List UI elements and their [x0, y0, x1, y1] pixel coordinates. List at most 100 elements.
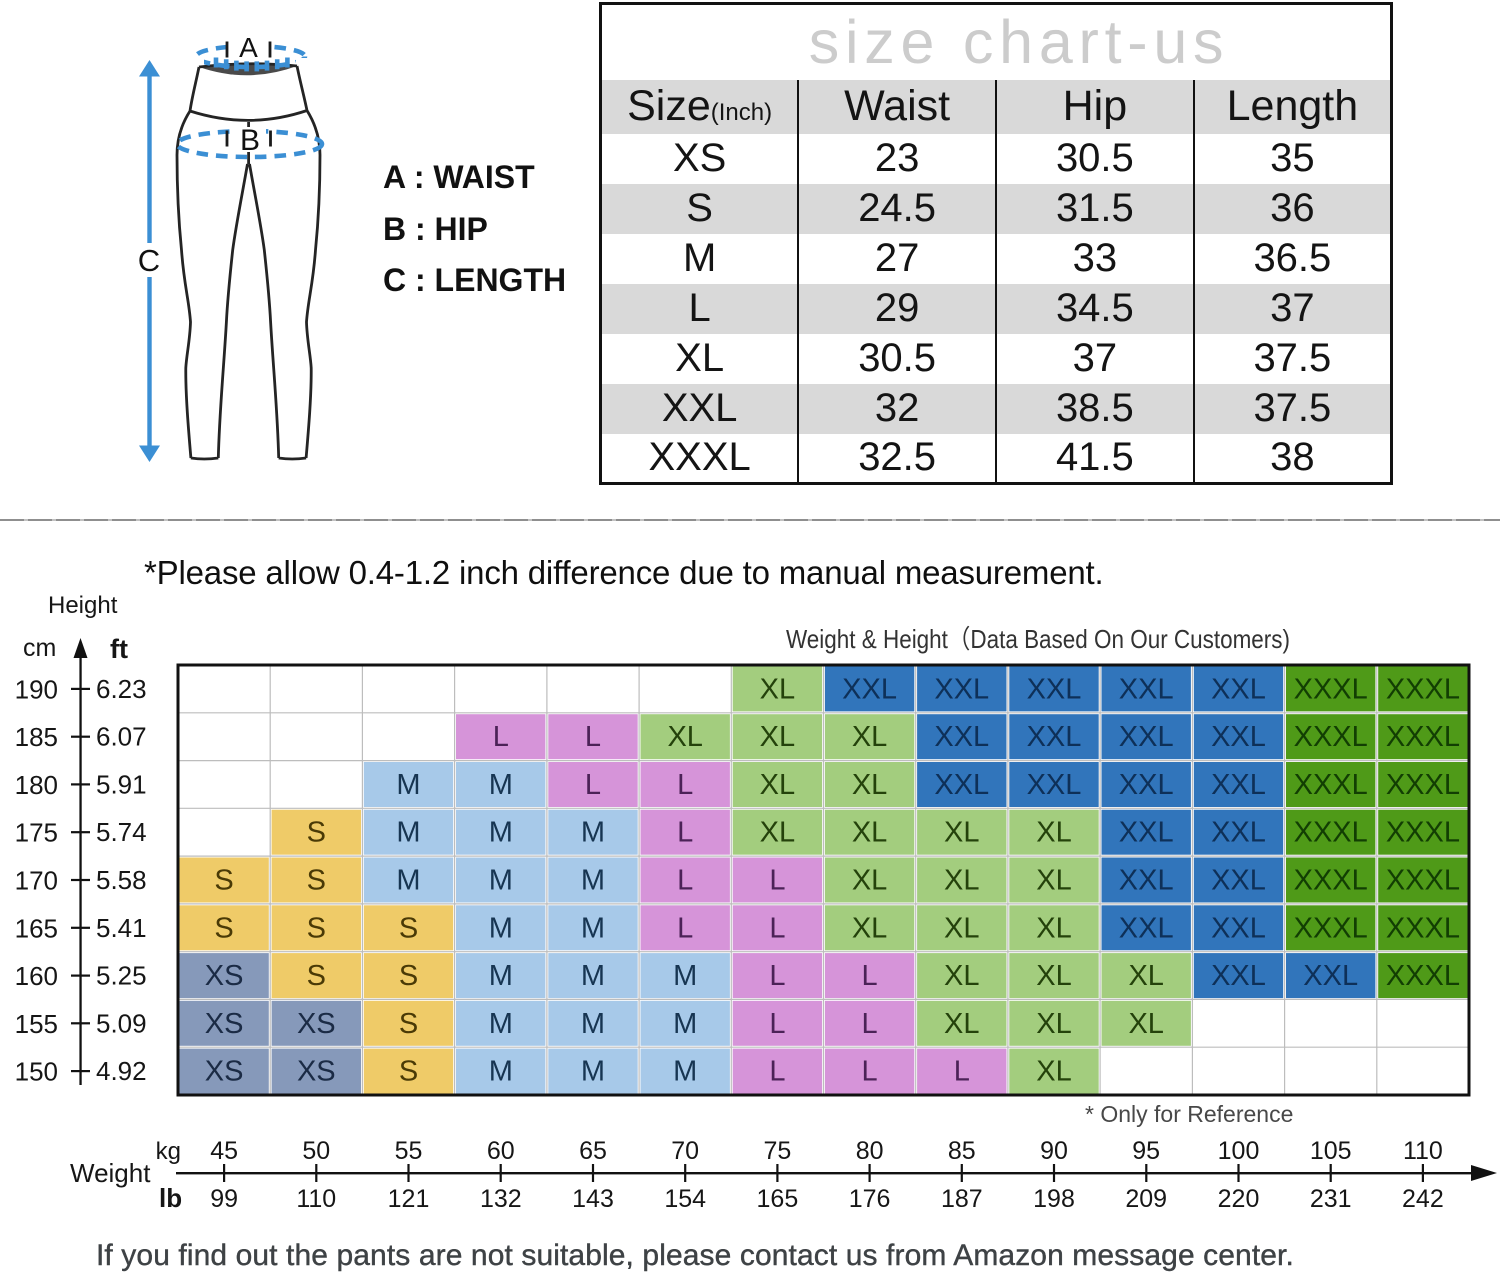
svg-text:L: L: [862, 1008, 878, 1040]
svg-text:5.25: 5.25: [96, 961, 147, 991]
svg-text:70: 70: [671, 1137, 699, 1165]
svg-text:231: 231: [1310, 1185, 1352, 1213]
svg-text:M: M: [581, 817, 605, 849]
svg-text:S: S: [399, 1056, 418, 1088]
svg-text:XS: XS: [297, 1008, 336, 1040]
svg-text:XL: XL: [760, 721, 795, 753]
svg-text:XL: XL: [667, 721, 702, 753]
svg-text:XXL: XXL: [1211, 721, 1266, 753]
svg-text:80: 80: [856, 1137, 884, 1165]
svg-text:C: C: [138, 243, 160, 278]
svg-text:XXL: XXL: [1211, 912, 1266, 944]
svg-text:220: 220: [1218, 1185, 1260, 1213]
svg-text:85: 85: [948, 1137, 976, 1165]
svg-text:175: 175: [15, 818, 58, 848]
svg-text:S: S: [214, 912, 233, 944]
svg-text:XL: XL: [1128, 960, 1163, 992]
svg-text:XL: XL: [852, 769, 887, 801]
svg-text:5.41: 5.41: [96, 913, 147, 943]
svg-text:XXL: XXL: [1119, 865, 1174, 897]
svg-text:M: M: [489, 912, 513, 944]
svg-text:XXL: XXL: [1119, 817, 1174, 849]
svg-text:Weight: Weight: [70, 1158, 151, 1188]
svg-text:XXXL: XXXL: [1386, 769, 1460, 801]
svg-text:M: M: [673, 1008, 697, 1040]
svg-text:XXXL: XXXL: [1386, 721, 1460, 753]
svg-text:S: S: [307, 912, 326, 944]
svg-text:45: 45: [210, 1137, 238, 1165]
svg-text:Height: Height: [48, 592, 118, 619]
svg-text:209: 209: [1125, 1185, 1167, 1213]
svg-text:kg: kg: [156, 1138, 181, 1165]
svg-text:150: 150: [15, 1057, 58, 1087]
svg-text:155: 155: [15, 1009, 58, 1039]
svg-text:242: 242: [1402, 1185, 1444, 1213]
svg-text:XS: XS: [205, 1056, 244, 1088]
svg-text:XL: XL: [944, 1008, 979, 1040]
svg-text:XXL: XXL: [934, 721, 989, 753]
svg-text:S: S: [307, 960, 326, 992]
svg-text:110: 110: [1403, 1137, 1443, 1165]
svg-text:90: 90: [1040, 1137, 1068, 1165]
svg-text:XL: XL: [1036, 960, 1071, 992]
svg-text:198: 198: [1033, 1185, 1075, 1213]
svg-text:M: M: [489, 1008, 513, 1040]
svg-text:187: 187: [941, 1185, 983, 1213]
svg-text:XL: XL: [852, 912, 887, 944]
svg-text:XL: XL: [760, 769, 795, 801]
svg-text:L: L: [493, 721, 509, 753]
svg-text:S: S: [307, 817, 326, 849]
svg-text:L: L: [769, 1008, 785, 1040]
svg-text:XL: XL: [944, 865, 979, 897]
svg-text:100: 100: [1218, 1137, 1260, 1165]
svg-text:M: M: [581, 865, 605, 897]
svg-text:L: L: [769, 1056, 785, 1088]
svg-text:6.23: 6.23: [96, 674, 147, 704]
svg-text:L: L: [769, 960, 785, 992]
svg-text:S: S: [399, 912, 418, 944]
svg-text:C : LENGTH: C : LENGTH: [383, 262, 566, 298]
svg-text:M: M: [581, 912, 605, 944]
svg-text:M: M: [673, 960, 697, 992]
svg-text:S: S: [399, 960, 418, 992]
svg-text:XL: XL: [944, 912, 979, 944]
svg-text:XXL: XXL: [1211, 960, 1266, 992]
svg-text:XL: XL: [1036, 1056, 1071, 1088]
svg-text:95: 95: [1132, 1137, 1160, 1165]
svg-text:XXL: XXL: [1211, 865, 1266, 897]
svg-text:XXXL: XXXL: [1294, 721, 1368, 753]
svg-text:M: M: [489, 865, 513, 897]
svg-text:M: M: [489, 1056, 513, 1088]
svg-text:XXL: XXL: [842, 673, 897, 705]
svg-text:XXL: XXL: [1211, 817, 1266, 849]
svg-text:XL: XL: [944, 960, 979, 992]
svg-text:XL: XL: [760, 673, 795, 705]
svg-text:L: L: [769, 865, 785, 897]
svg-text:165: 165: [757, 1185, 799, 1213]
svg-text:XXL: XXL: [1027, 721, 1082, 753]
svg-text:XXXL: XXXL: [1386, 817, 1460, 849]
svg-text:105: 105: [1310, 1137, 1352, 1165]
svg-text:XS: XS: [205, 960, 244, 992]
svg-text:A : WAIST: A : WAIST: [383, 159, 535, 195]
svg-text:XXXL: XXXL: [1294, 865, 1368, 897]
svg-text:XS: XS: [297, 1056, 336, 1088]
svg-text:XXL: XXL: [1211, 769, 1266, 801]
svg-text:M: M: [396, 769, 420, 801]
svg-text:99: 99: [210, 1185, 238, 1213]
svg-text:XXXL: XXXL: [1386, 673, 1460, 705]
svg-text:XXL: XXL: [934, 673, 989, 705]
svg-text:154: 154: [664, 1185, 706, 1213]
svg-text:XXL: XXL: [1211, 673, 1266, 705]
svg-text:121: 121: [388, 1185, 430, 1213]
svg-text:B : HIP: B : HIP: [383, 211, 488, 247]
svg-text:XL: XL: [852, 721, 887, 753]
svg-text:XXXL: XXXL: [1294, 673, 1368, 705]
svg-text:4.92: 4.92: [96, 1056, 147, 1086]
svg-text:65: 65: [579, 1137, 607, 1165]
svg-text:190: 190: [15, 674, 58, 704]
svg-text:132: 132: [480, 1185, 522, 1213]
svg-text:M: M: [396, 817, 420, 849]
svg-text:M: M: [396, 865, 420, 897]
svg-text:110: 110: [296, 1185, 336, 1213]
